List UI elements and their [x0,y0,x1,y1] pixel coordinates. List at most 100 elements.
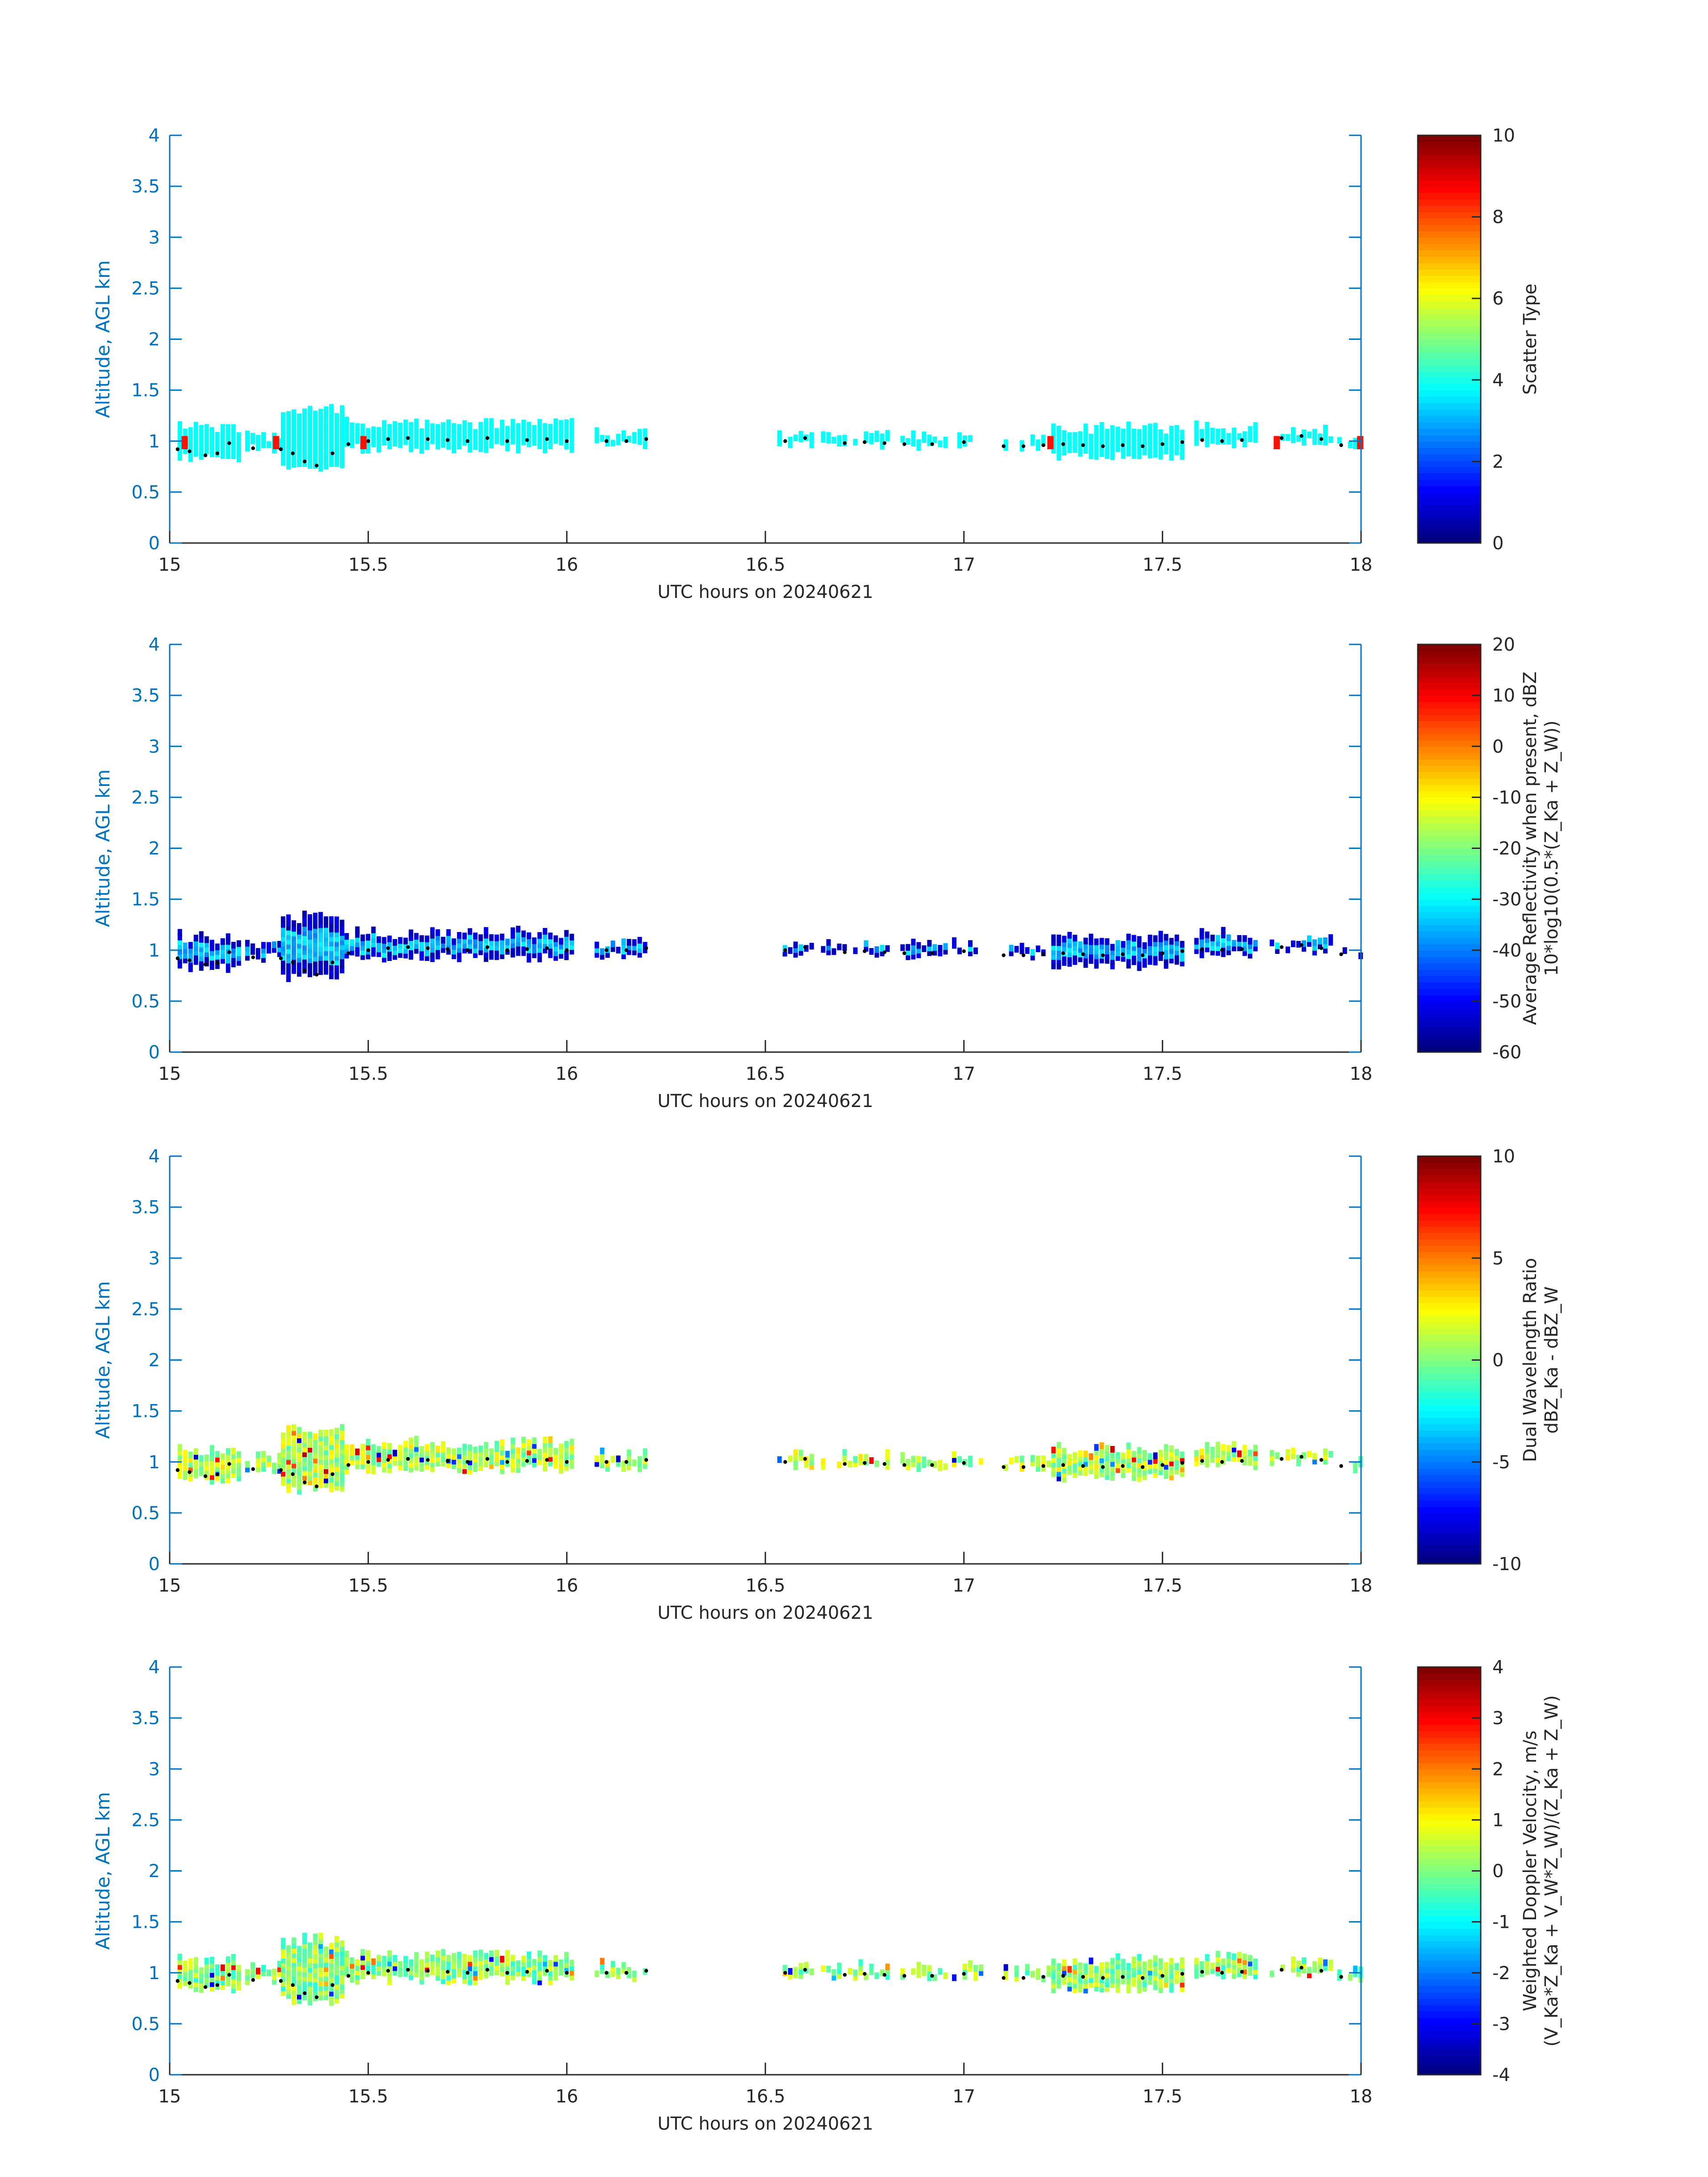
data-cell [308,1947,313,1954]
data-cell [478,436,483,443]
data-cell [308,919,313,926]
data-cell [837,440,842,447]
data-cell [308,961,313,968]
cloud-base-point [314,1484,319,1488]
data-cell [1242,1449,1247,1456]
data-cell [1057,1456,1061,1463]
data-cell [1051,1456,1056,1463]
data-cell [382,1456,387,1463]
data-cell [1226,948,1231,955]
data-cell [308,970,313,978]
data-cell [1194,420,1199,427]
data-cell [526,1448,531,1455]
data-cell [318,954,323,961]
data-cell [1148,949,1153,956]
data-cell [510,951,515,958]
data-cell [1073,935,1077,942]
data-cell [1094,443,1099,451]
data-cell [484,427,489,435]
data-cell [1089,1462,1094,1470]
data-cell [425,1965,430,1972]
data-cell [1153,1955,1158,1962]
data-cell [516,930,521,937]
data-cell [1057,934,1061,941]
data-cell [302,915,307,922]
data-cell [371,1454,376,1461]
data-cell [209,1975,214,1982]
data-cell [1180,1976,1185,1983]
data-cell [1094,957,1099,964]
data-cell [292,962,296,969]
data-cell [553,1955,558,1962]
cloud-base-point [1240,1970,1244,1974]
colorbar-step [1418,2056,1481,2063]
data-cell [1169,952,1174,959]
data-cell [425,1449,430,1456]
colorbar-step [1418,199,1481,206]
data-cell [340,1982,345,1989]
data-cell [1296,1965,1301,1972]
data-cell [1169,430,1174,437]
data-cell [1169,444,1174,451]
data-cell [286,1434,291,1442]
data-cell [204,447,209,455]
data-cell [1051,447,1056,454]
data-cell [521,1441,526,1448]
data-cell [1083,1982,1088,1989]
data-cell [441,441,446,448]
cloud-base-point [1161,1974,1165,1978]
data-cell [1174,439,1179,446]
data-cell [788,1455,793,1462]
data-cell [1094,439,1099,446]
x-axis-label: UTC hours on 20240621 [657,1091,873,1111]
data-cell [564,1966,569,1973]
colorbar-step [1418,333,1481,340]
data-cell [1312,438,1317,445]
data-cell [1009,944,1014,952]
data-cell [809,441,814,448]
data-cell [952,937,956,944]
data-cell [308,415,313,422]
data-cell [462,1467,467,1474]
colorbar-step [1418,1462,1481,1469]
data-cell [457,932,462,939]
data-cell [616,1968,621,1975]
y-tick-label: 1 [149,1963,160,1984]
data-cell [281,1951,286,1959]
y-axis-label: Altitude, AGL km [92,260,114,418]
colorbar-step [1418,479,1481,486]
data-cell [1296,435,1301,442]
data-cell [1067,960,1072,967]
data-cell [398,1450,403,1457]
data-cell [494,437,499,444]
colorbar-step [1418,1525,1481,1533]
data-cell [1132,1970,1136,1977]
data-cell [1312,939,1317,946]
data-cell [916,1465,921,1472]
colorbar-step [1418,752,1481,760]
data-cell [468,431,472,439]
y-tick-label: 0 [149,1042,160,1063]
data-cell [329,455,334,463]
data-cell [1078,431,1083,438]
data-cell [643,1448,647,1455]
colorbar-tick-label: -3 [1492,2014,1510,2035]
data-cell [911,939,916,946]
data-cell [215,1964,220,1971]
data-cell [1142,448,1147,455]
data-cell [236,1984,241,1991]
data-cell [226,1457,230,1464]
colorbar-tick-label: 5 [1492,1248,1503,1269]
data-cell [177,938,182,945]
data-cell [360,1458,365,1465]
data-cell [1089,1972,1094,1979]
data-cell [932,949,937,956]
cloud-base-point [962,949,966,953]
data-cell [1083,1464,1088,1471]
data-cell [1078,1962,1083,1969]
data-cell [864,940,869,947]
data-cell [313,1952,318,1959]
data-cell [430,927,435,934]
data-cell [548,932,553,940]
data-cell [398,436,403,443]
